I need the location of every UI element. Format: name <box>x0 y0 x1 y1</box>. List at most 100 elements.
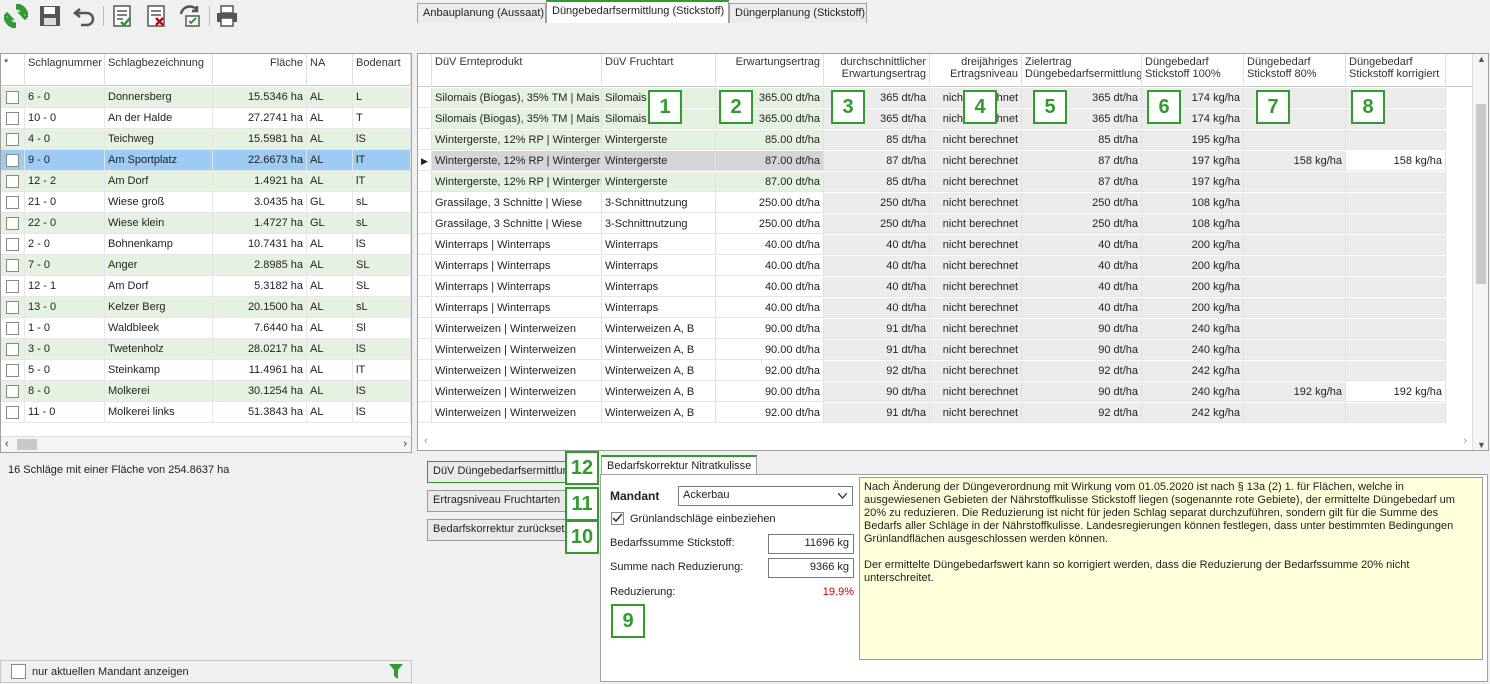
summe-reduzierung-field[interactable]: 9366 kg <box>768 558 854 578</box>
refresh-button[interactable] <box>2 2 30 30</box>
print-button[interactable] <box>213 2 241 30</box>
scroll-down-icon[interactable]: ▼ <box>1477 440 1486 450</box>
table-row[interactable]: 9 - 0 Am Sportplatz 22.6673 ha AL lT <box>1 150 411 171</box>
row-select-cell[interactable] <box>1 171 25 191</box>
col-header-ernteprodukt[interactable]: DüV Ernteprodukt <box>432 54 602 87</box>
row-checkbox[interactable] <box>6 196 19 209</box>
table-row[interactable]: 2 - 0 Bohnenkamp 10.7431 ha AL lS <box>1 234 411 255</box>
row-checkbox[interactable] <box>6 91 19 104</box>
table-row[interactable]: 8 - 0 Molkerei 30.1254 ha AL lS <box>1 381 411 402</box>
save-button[interactable] <box>36 2 64 30</box>
row-select-cell[interactable] <box>1 192 25 212</box>
row-select-cell[interactable] <box>1 381 25 401</box>
row-select-cell[interactable] <box>1 234 25 254</box>
table-row[interactable]: Silomais (Biogas), 35% TM | Mais Silomais… <box>418 109 1473 130</box>
row-select-cell[interactable] <box>1 402 25 422</box>
row-checkbox[interactable] <box>6 406 19 419</box>
row-checkbox[interactable] <box>6 343 19 356</box>
tab-duengerplanung[interactable]: Düngerplanung (Stickstoff) <box>729 3 867 23</box>
fertilizer-grid-vscrollbar[interactable]: ▲ ▼ <box>1472 54 1488 450</box>
bedarfskorrektur-reset-button[interactable]: Bedarfskorrektur zurücksetzen <box>427 519 567 541</box>
table-cell[interactable] <box>1346 319 1446 339</box>
table-row[interactable]: 13 - 0 Kelzer Berg 20.1500 ha AL sL <box>1 297 411 318</box>
table-row[interactable]: Wintergerste, 12% RP | Wintergerste Winte… <box>418 172 1473 193</box>
table-row[interactable]: 10 - 0 An der Halde 27.2741 ha AL T <box>1 108 411 129</box>
gruenland-checkbox[interactable] <box>611 512 624 525</box>
col-header-erwartungsertrag[interactable]: Erwartungsertrag <box>716 54 824 87</box>
table-cell[interactable] <box>1346 403 1446 423</box>
scroll-up-icon[interactable]: ▲ <box>1477 54 1486 64</box>
row-checkbox[interactable] <box>6 238 19 251</box>
col-header-bedarf-korrigiert[interactable]: Düngebedarf Stickstoff korrigiert <box>1346 54 1446 87</box>
table-cell[interactable] <box>1346 340 1446 360</box>
filter-icon[interactable] <box>389 664 403 679</box>
table-row[interactable]: Winterraps | Winterraps Winterraps 40.00 d… <box>418 298 1473 319</box>
refresh-list-button[interactable] <box>176 2 204 30</box>
scroll-thumb[interactable] <box>1476 104 1486 284</box>
col-header-flaeche[interactable]: Fläche <box>213 54 307 86</box>
mandant-select[interactable]: Ackerbau <box>678 486 853 506</box>
col-header-bedarf-80[interactable]: Düngebedarf Stickstoff 80% <box>1244 54 1346 87</box>
row-checkbox[interactable] <box>6 364 19 377</box>
col-header-na[interactable]: NA <box>307 54 353 86</box>
col-header-bedarf-100[interactable]: Düngebedarf Stickstoff 100% <box>1142 54 1244 87</box>
scroll-thumb[interactable] <box>17 439 37 450</box>
scroll-right-icon[interactable]: › <box>403 438 407 450</box>
row-checkbox[interactable] <box>6 217 19 230</box>
col-header-schlagnummer[interactable]: Schlagnummer <box>25 54 105 86</box>
table-cell[interactable]: 158 kg/ha <box>1346 151 1446 171</box>
row-select-cell[interactable] <box>1 213 25 233</box>
table-cell[interactable] <box>1346 361 1446 381</box>
table-row[interactable]: Winterweizen | Winterweizen Winterweizen … <box>418 382 1473 403</box>
table-row[interactable]: Grassilage, 3 Schnitte | Wiese 3-Schnittn… <box>418 193 1473 214</box>
table-row[interactable]: 5 - 0 Steinkamp 11.4961 ha AL lT <box>1 360 411 381</box>
row-checkbox[interactable] <box>6 301 19 314</box>
row-select-cell[interactable] <box>1 108 25 128</box>
checklist-button[interactable] <box>108 2 136 30</box>
row-select-cell[interactable] <box>1 150 25 170</box>
scroll-left-icon[interactable]: ‹ <box>424 435 428 447</box>
table-row[interactable]: Winterraps | Winterraps Winterraps 40.00 d… <box>418 277 1473 298</box>
table-row[interactable]: Winterweizen | Winterweizen Winterweizen … <box>418 403 1473 424</box>
table-cell[interactable]: 192 kg/ha <box>1346 382 1446 402</box>
table-cell[interactable] <box>1346 172 1446 192</box>
col-header-bodenart[interactable]: Bodenart <box>353 54 411 86</box>
table-row[interactable]: 1 - 0 Waldbleek 7.6440 ha AL Sl <box>1 318 411 339</box>
table-row[interactable]: Winterweizen | Winterweizen Winterweizen … <box>418 319 1473 340</box>
row-checkbox[interactable] <box>6 175 19 188</box>
row-checkbox[interactable] <box>6 133 19 146</box>
table-row[interactable]: Winterweizen | Winterweizen Winterweizen … <box>418 361 1473 382</box>
row-select-cell[interactable] <box>1 87 25 107</box>
bedarfssumme-field[interactable]: 11696 kg <box>768 534 854 554</box>
table-row[interactable]: Winterraps | Winterraps Winterraps 40.00 d… <box>418 235 1473 256</box>
row-checkbox[interactable] <box>6 385 19 398</box>
only-current-checkbox[interactable] <box>11 664 26 679</box>
col-header-fruchtart[interactable]: DüV Fruchtart <box>602 54 716 87</box>
table-row[interactable]: 6 - 0 Donnersberg 15.5346 ha AL L <box>1 87 411 108</box>
row-checkbox[interactable] <box>6 322 19 335</box>
table-row[interactable]: Wintergerste, 12% RP | Wintergerste Winte… <box>418 130 1473 151</box>
col-header-zielertrag[interactable]: Zielertrag Düngebedarfsermittlung <box>1022 54 1142 87</box>
col-header-star[interactable]: * <box>1 54 25 86</box>
col-header-schlagbezeichnung[interactable]: Schlagbezeichnung <box>105 54 213 86</box>
row-checkbox[interactable] <box>6 112 19 125</box>
table-cell[interactable] <box>1346 214 1446 234</box>
row-select-cell[interactable] <box>1 297 25 317</box>
row-select-cell[interactable] <box>1 276 25 296</box>
table-cell[interactable] <box>1346 235 1446 255</box>
delete-list-button[interactable] <box>142 2 170 30</box>
scroll-left-icon[interactable]: ‹ <box>5 438 9 450</box>
row-select-cell[interactable] <box>1 129 25 149</box>
row-checkbox[interactable] <box>6 259 19 272</box>
table-cell[interactable] <box>1346 277 1446 297</box>
table-row[interactable]: 7 - 0 Anger 2.8985 ha AL SL <box>1 255 411 276</box>
table-row[interactable]: 21 - 0 Wiese groß 3.0435 ha GL sL <box>1 192 411 213</box>
row-select-cell[interactable] <box>1 360 25 380</box>
ertragsniveau-button[interactable]: Ertragsniveau Fruchtarten <box>427 490 567 512</box>
undo-button[interactable] <box>70 2 98 30</box>
table-row[interactable]: 4 - 0 Teichweg 15.5981 ha AL lS <box>1 129 411 150</box>
scroll-right-icon[interactable]: › <box>1463 435 1467 447</box>
row-select-cell[interactable] <box>1 318 25 338</box>
table-cell[interactable] <box>1346 256 1446 276</box>
duev-button[interactable]: DüV Düngebedarfsermittlung <box>427 461 567 483</box>
